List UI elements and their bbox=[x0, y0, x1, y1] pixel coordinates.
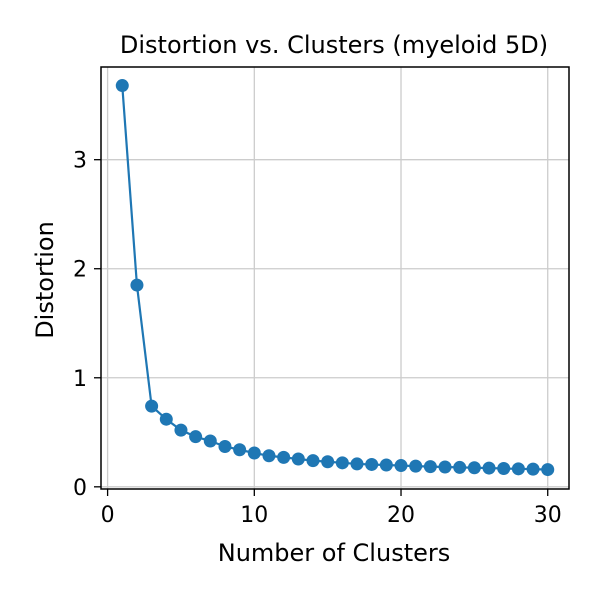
y-tick-label: 2 bbox=[73, 258, 87, 283]
series-line bbox=[121, 85, 548, 471]
x-axis-label: Number of Clusters bbox=[218, 539, 451, 567]
data-point bbox=[174, 423, 188, 437]
data-point bbox=[453, 460, 467, 474]
data-point bbox=[115, 79, 129, 93]
data-point bbox=[218, 439, 232, 453]
y-tick-label: 1 bbox=[73, 367, 87, 392]
data-point bbox=[159, 412, 173, 426]
data-point bbox=[438, 460, 452, 474]
data-point bbox=[306, 454, 320, 468]
data-point bbox=[511, 462, 525, 476]
x-tick-label: 20 bbox=[387, 503, 415, 528]
y-tick-label: 3 bbox=[73, 149, 87, 174]
data-point bbox=[277, 450, 291, 464]
data-point bbox=[497, 461, 511, 475]
data-point bbox=[335, 456, 349, 470]
y-axis-label: Distortion bbox=[31, 221, 59, 339]
data-point bbox=[350, 457, 364, 471]
grid bbox=[101, 67, 569, 489]
x-tick-label: 10 bbox=[240, 503, 268, 528]
data-point bbox=[321, 455, 335, 469]
data-point bbox=[541, 463, 555, 477]
x-tick-label: 30 bbox=[534, 503, 562, 528]
chart-title: Distortion vs. Clusters (myeloid 5D) bbox=[120, 31, 548, 59]
plot-area-frame bbox=[100, 66, 570, 490]
data-point bbox=[189, 430, 203, 444]
data-point bbox=[482, 461, 496, 475]
data-point bbox=[394, 459, 408, 473]
data-point bbox=[409, 459, 423, 473]
data-point bbox=[291, 452, 305, 466]
data-point bbox=[365, 457, 379, 471]
data-point bbox=[130, 278, 144, 292]
data-point bbox=[203, 434, 217, 448]
data-point bbox=[233, 443, 247, 457]
x-tick-label: 0 bbox=[101, 503, 115, 528]
y-tick-label: 0 bbox=[73, 476, 87, 501]
data-points bbox=[115, 79, 555, 477]
series-line-layer bbox=[121, 85, 548, 471]
data-point bbox=[423, 460, 437, 474]
axis-ticks: 0 10 20 30 0 1 2 3 bbox=[73, 149, 562, 528]
data-point bbox=[467, 461, 481, 475]
data-point bbox=[262, 449, 276, 463]
data-point bbox=[247, 446, 261, 460]
data-point bbox=[145, 399, 159, 413]
data-point bbox=[379, 458, 393, 472]
data-point bbox=[526, 462, 540, 476]
